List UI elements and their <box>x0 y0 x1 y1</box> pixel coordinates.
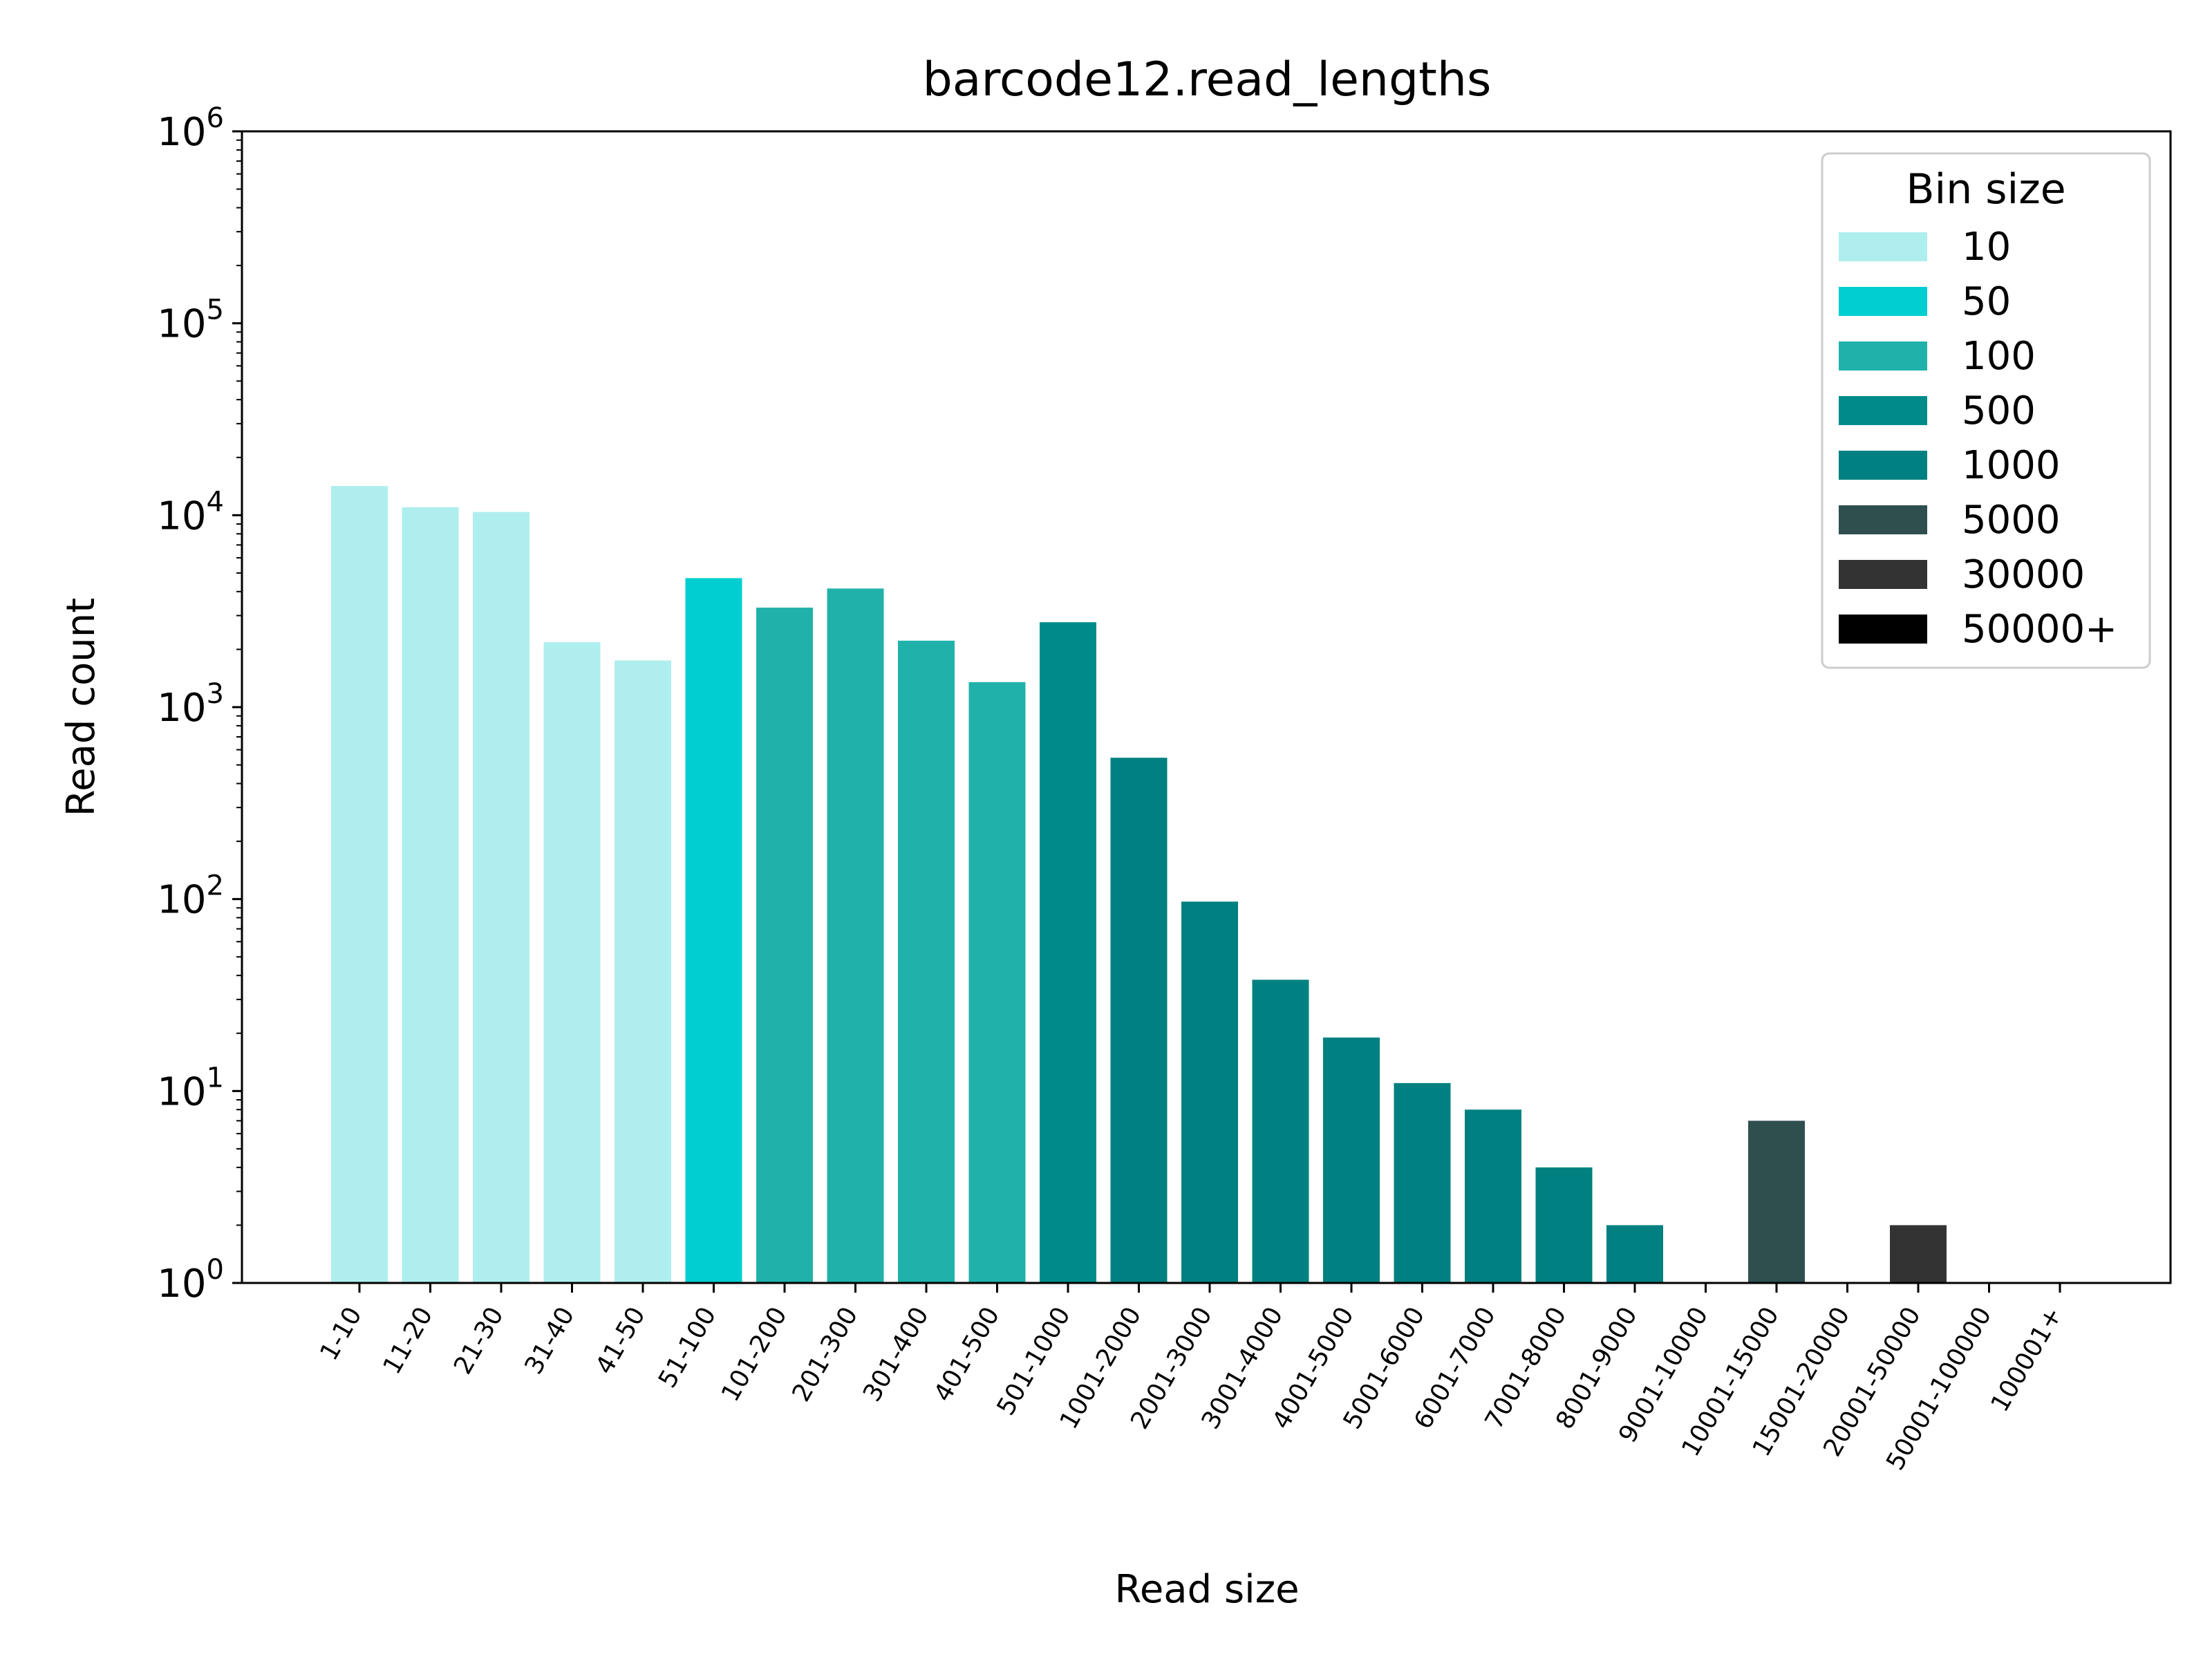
legend-swatch-1000 <box>1839 451 1927 480</box>
y-tick-label: 101 <box>157 1062 224 1114</box>
bar-501-1000 <box>1040 622 1096 1283</box>
y-tick-label: 104 <box>157 486 224 538</box>
x-tick-label: 201-300 <box>787 1302 864 1407</box>
bar-2001-3000 <box>1181 901 1238 1283</box>
y-tick-label: 106 <box>157 102 224 155</box>
legend: Bin size 10 50 100 500 1000 5000 30000 50000+ <box>1821 152 2151 669</box>
legend-label-50000+: 50000+ <box>1962 607 2117 652</box>
x-tick-label: 41-50 <box>590 1302 651 1379</box>
legend-swatch-50000+ <box>1839 615 1927 644</box>
bar-1-10 <box>331 486 388 1284</box>
legend-label-1000: 1000 <box>1962 443 2061 488</box>
bar-31-40 <box>543 642 601 1283</box>
y-axis-label: Read count <box>59 598 104 817</box>
legend-swatch-30000 <box>1839 560 1927 589</box>
bars-layer <box>331 486 1947 1284</box>
bar-41-50 <box>615 660 671 1283</box>
x-axis-label: Read size <box>1114 1567 1299 1612</box>
legend-swatch-10 <box>1839 232 1927 261</box>
x-axis: 1-10 11-20 21-30 31-40 41-50 51-100101-200201… <box>315 1283 2068 1475</box>
legend-frame <box>1821 152 2151 669</box>
bar-11-20 <box>402 507 459 1283</box>
x-tick-label: 21-30 <box>449 1302 509 1379</box>
legend-swatch-500 <box>1839 396 1927 425</box>
x-tick-label: 51-100 <box>653 1302 722 1393</box>
legend-label-5000: 5000 <box>1962 498 2061 543</box>
legend-label-500: 500 <box>1962 388 2036 433</box>
x-tick-label: 301-400 <box>858 1302 935 1407</box>
y-axis: 100 101 102 103 104 105 106 <box>157 102 242 1306</box>
bar-6001-7000 <box>1465 1109 1521 1283</box>
bar-3001-4000 <box>1252 980 1309 1283</box>
legend-label-100: 100 <box>1962 334 2036 379</box>
bar-101-200 <box>756 608 813 1283</box>
bar-21-30 <box>473 512 529 1283</box>
bar-7001-8000 <box>1535 1167 1593 1283</box>
x-tick-label: 11-20 <box>377 1302 438 1379</box>
bar-201-300 <box>827 588 884 1283</box>
bar-301-400 <box>898 640 955 1283</box>
bar-5001-6000 <box>1394 1082 1451 1283</box>
legend-label-50: 50 <box>1962 279 2011 324</box>
bar-20001-50000 <box>1890 1225 1947 1283</box>
y-tick-label: 100 <box>157 1254 224 1306</box>
legend-label-30000: 30000 <box>1962 552 2085 597</box>
y-tick-label: 105 <box>157 294 224 347</box>
chart-title: barcode12.read_lengths <box>923 53 1492 107</box>
legend-title: Bin size <box>1906 165 2065 214</box>
x-tick-label: 1-10 <box>315 1302 367 1365</box>
y-tick-label: 102 <box>157 870 224 923</box>
x-tick-label: 401-500 <box>929 1302 1006 1407</box>
bar-4001-5000 <box>1323 1037 1380 1283</box>
legend-swatch-5000 <box>1839 505 1927 534</box>
bar-401-500 <box>968 682 1026 1283</box>
legend-swatch-50 <box>1839 287 1927 316</box>
x-tick-label: 31-40 <box>519 1302 580 1379</box>
y-tick-label: 103 <box>157 678 224 731</box>
bar-1001-2000 <box>1110 758 1168 1283</box>
x-tick-label: 501-1000 <box>992 1302 1076 1421</box>
x-tick-label: 101-200 <box>716 1302 793 1407</box>
bar-51-100 <box>685 578 742 1283</box>
legend-label-10: 10 <box>1962 225 2011 270</box>
bar-8001-9000 <box>1606 1225 1663 1283</box>
bar-10001-15000 <box>1748 1121 1805 1283</box>
x-tick-label: 100001+ <box>1985 1302 2068 1417</box>
legend-swatch-100 <box>1839 341 1927 371</box>
